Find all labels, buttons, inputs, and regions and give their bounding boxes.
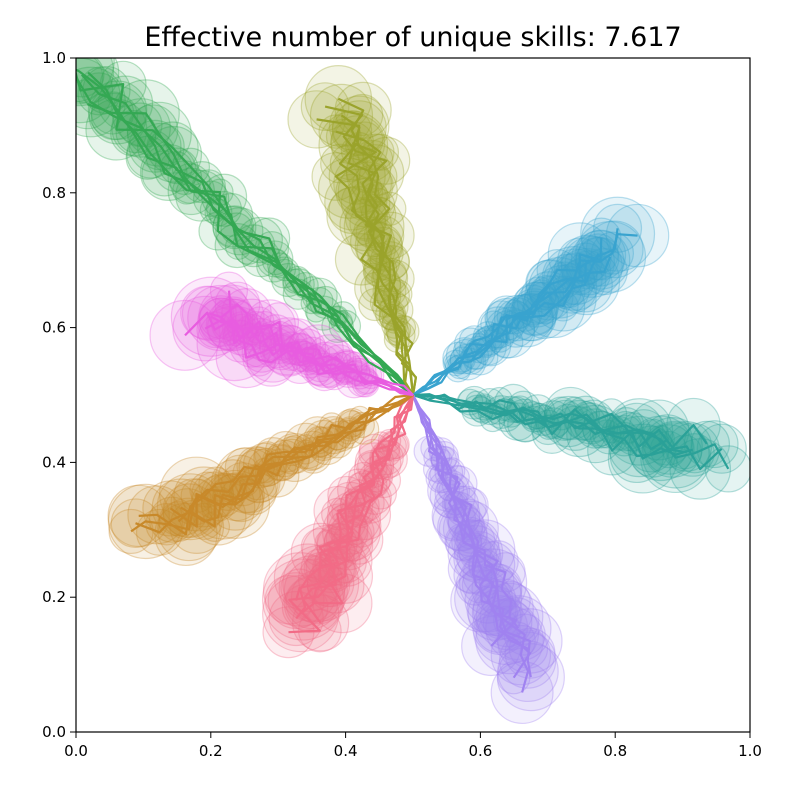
x-tick-label: 1.0 (738, 742, 762, 760)
trajectories (76, 68, 730, 693)
y-tick-label: 0.6 (42, 319, 66, 337)
skill-circle (108, 508, 154, 555)
y-tick-label: 0.0 (42, 723, 66, 741)
skill-circle (309, 83, 374, 147)
x-tick-label: 0.2 (199, 742, 223, 760)
skill-circle (496, 643, 565, 712)
skill-trajectory (295, 394, 414, 601)
skill-circle (262, 606, 315, 659)
skill-trajectory (184, 311, 414, 397)
skill-circle (149, 299, 221, 371)
skill-trajectory (288, 394, 414, 634)
plot-area (76, 58, 750, 725)
skill-trajectory (177, 394, 414, 528)
skill-circle (209, 271, 249, 310)
skill-trajectory (334, 141, 414, 396)
y-tick-label: 1.0 (42, 49, 66, 67)
x-tick-label: 0.6 (468, 742, 492, 760)
skill-trajectory (335, 130, 415, 396)
x-tick-label: 0.8 (603, 742, 627, 760)
skill-trajectory (412, 394, 529, 650)
y-tick-label: 0.4 (42, 453, 66, 471)
skill-circle (287, 90, 346, 149)
skill-trajectory (412, 393, 694, 460)
skill-trajectory (210, 315, 414, 397)
skill-trajectory (412, 393, 708, 449)
skill-trajectory (311, 394, 414, 605)
skill-trajectory (87, 103, 414, 396)
y-tick-label: 0.8 (42, 184, 66, 202)
skill-trajectory (337, 97, 415, 396)
skill-trajectory (411, 394, 530, 693)
x-tick-label: 0.0 (64, 742, 88, 760)
x-axis: 0.0 0.2 0.4 0.6 0.8 1.0 (64, 732, 762, 760)
skill-trajectory (411, 394, 532, 678)
skill-trajectory (300, 394, 415, 615)
y-tick-label: 0.2 (42, 588, 66, 606)
skill-trajectory (80, 74, 414, 396)
skill-trajectory (316, 118, 417, 396)
skill-trajectory (412, 393, 668, 451)
axes-frame (75, 57, 751, 733)
skill-circle (490, 661, 554, 725)
skill-trajectory (324, 105, 417, 396)
y-axis: 0.0 0.2 0.4 0.6 0.8 1.0 (42, 49, 76, 741)
skill-trajectory (169, 394, 414, 528)
skill-trajectory (76, 69, 414, 396)
skill-trajectory (412, 256, 612, 396)
skill-trajectory (138, 393, 414, 536)
skill-circle (683, 420, 731, 468)
skill-trajectory (412, 228, 619, 396)
chart-title: Effective number of unique skills: 7.617 (144, 22, 681, 53)
skill-circle (497, 661, 531, 695)
x-tick-label: 0.4 (334, 742, 358, 760)
